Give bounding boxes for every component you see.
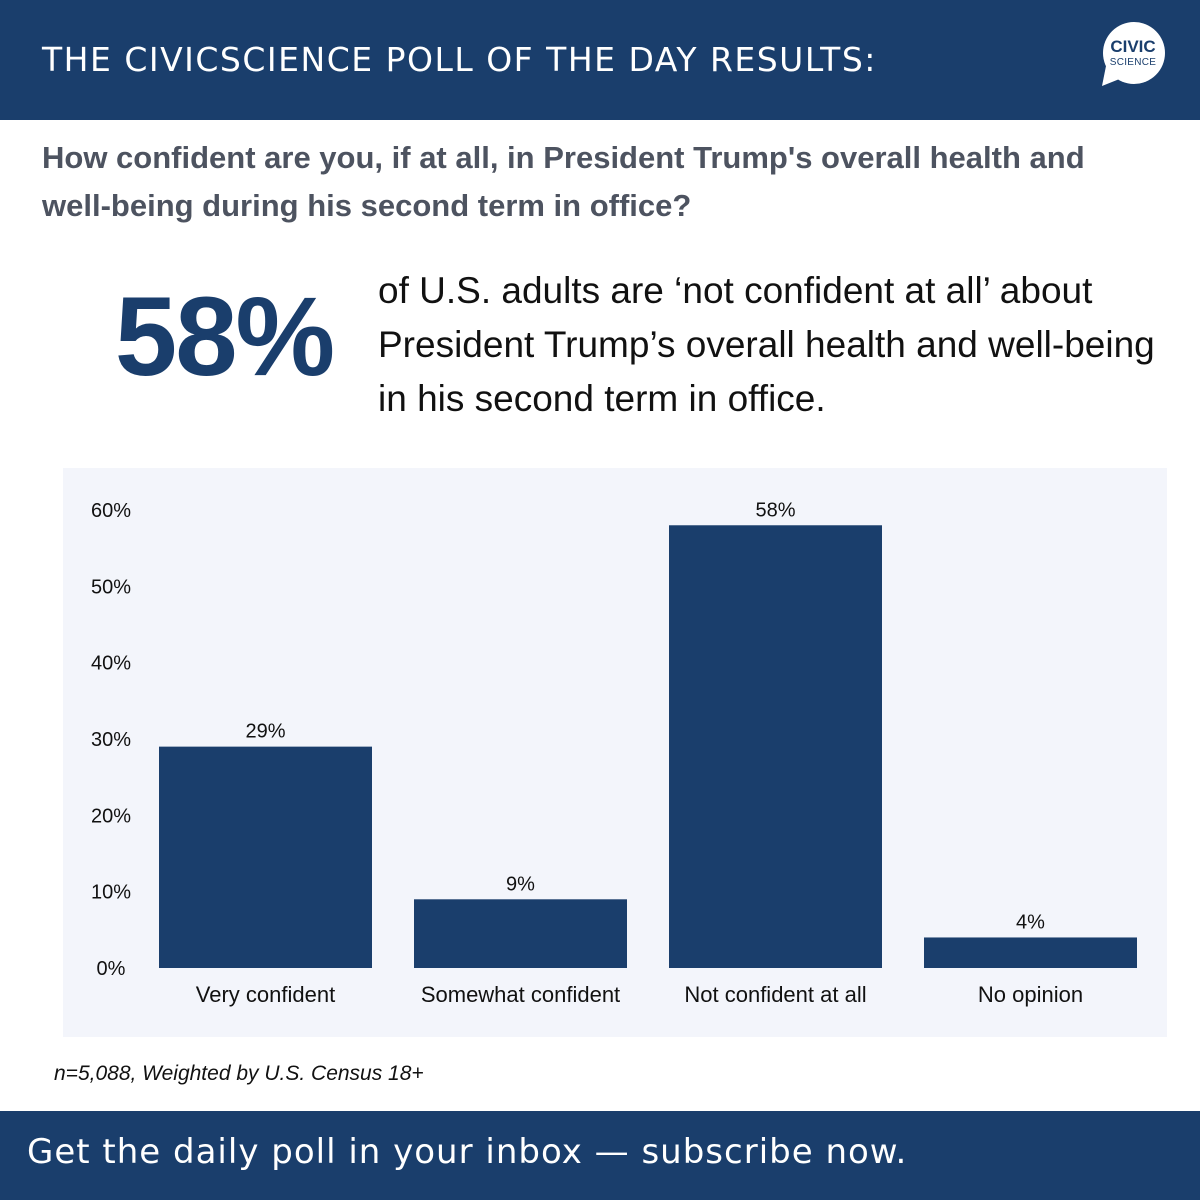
logo-text-science: SCIENCE	[1109, 57, 1157, 68]
x-tick-label: Not confident at all	[684, 982, 866, 1007]
header-banner	[0, 0, 1200, 120]
bar	[924, 937, 1137, 968]
x-tick-label: Very confident	[196, 982, 335, 1007]
highlight-stat: 58%	[114, 274, 335, 399]
bar	[669, 525, 882, 968]
bar	[159, 746, 372, 968]
y-tick-label: 40%	[91, 653, 131, 675]
highlight-description: of U.S. adults are ‘not confident at all…	[378, 270, 1155, 419]
data-label: 4%	[1016, 911, 1045, 933]
y-tick-label: 60%	[91, 500, 131, 522]
header-title: THE CIVICSCIENCE POLL OF THE DAY RESULTS…	[42, 40, 877, 79]
y-tick-label: 10%	[91, 882, 131, 904]
data-label: 9%	[506, 873, 535, 895]
footer-banner[interactable]	[0, 1111, 1200, 1200]
y-tick-label: 0%	[97, 958, 126, 980]
y-tick-label: 20%	[91, 805, 131, 827]
x-tick-label: Somewhat confident	[421, 982, 620, 1007]
civicscience-logo[interactable]	[1096, 20, 1172, 90]
data-label: 58%	[755, 499, 795, 521]
poll-question: How confident are you, if at all, in Pre…	[42, 140, 1085, 223]
subscribe-link[interactable]: Get the daily poll in your inbox — subsc…	[27, 1132, 908, 1172]
logo-text-civic: CIVIC	[1110, 37, 1156, 56]
chart-panel: 0% 10% 20% 30% 40% 50% 60% 29% Very confident 9% S…	[63, 468, 1167, 1037]
y-tick-label: 50%	[91, 576, 131, 598]
data-label: 29%	[245, 721, 285, 743]
bar	[414, 899, 627, 968]
x-tick-label: No opinion	[978, 982, 1083, 1007]
sample-footnote: n=5,088, Weighted by U.S. Census 18+	[54, 1062, 424, 1085]
bar-chart: 0% 10% 20% 30% 40% 50% 60% 29% Very confident 9% S…	[91, 499, 1137, 1007]
y-tick-label: 30%	[91, 729, 131, 751]
